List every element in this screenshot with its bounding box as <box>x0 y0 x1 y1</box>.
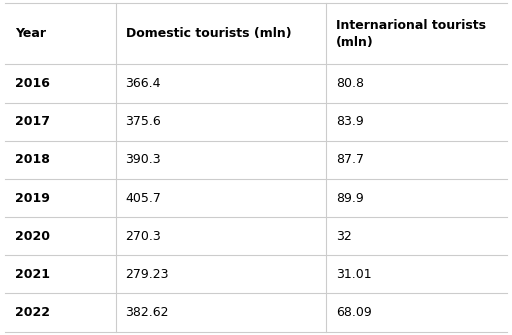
Text: 2021: 2021 <box>15 268 50 281</box>
Text: 2019: 2019 <box>15 192 50 205</box>
Text: 366.4: 366.4 <box>125 77 161 90</box>
Text: 2020: 2020 <box>15 230 50 243</box>
Text: 270.3: 270.3 <box>125 230 161 243</box>
Text: 390.3: 390.3 <box>125 153 161 166</box>
Text: 405.7: 405.7 <box>125 192 161 205</box>
Text: Internarional tourists
(mln): Internarional tourists (mln) <box>336 19 486 49</box>
Text: 382.62: 382.62 <box>125 306 169 319</box>
Text: 2022: 2022 <box>15 306 50 319</box>
Text: 87.7: 87.7 <box>336 153 364 166</box>
Text: 32: 32 <box>336 230 352 243</box>
Text: 68.09: 68.09 <box>336 306 372 319</box>
Text: 2016: 2016 <box>15 77 50 90</box>
Text: 89.9: 89.9 <box>336 192 364 205</box>
Text: 2018: 2018 <box>15 153 50 166</box>
Text: 2017: 2017 <box>15 115 50 128</box>
Text: 279.23: 279.23 <box>125 268 169 281</box>
Text: 80.8: 80.8 <box>336 77 364 90</box>
Text: 83.9: 83.9 <box>336 115 364 128</box>
Text: 31.01: 31.01 <box>336 268 372 281</box>
Text: 375.6: 375.6 <box>125 115 161 128</box>
Text: Year: Year <box>15 27 46 41</box>
Text: Domestic tourists (mln): Domestic tourists (mln) <box>125 27 291 41</box>
